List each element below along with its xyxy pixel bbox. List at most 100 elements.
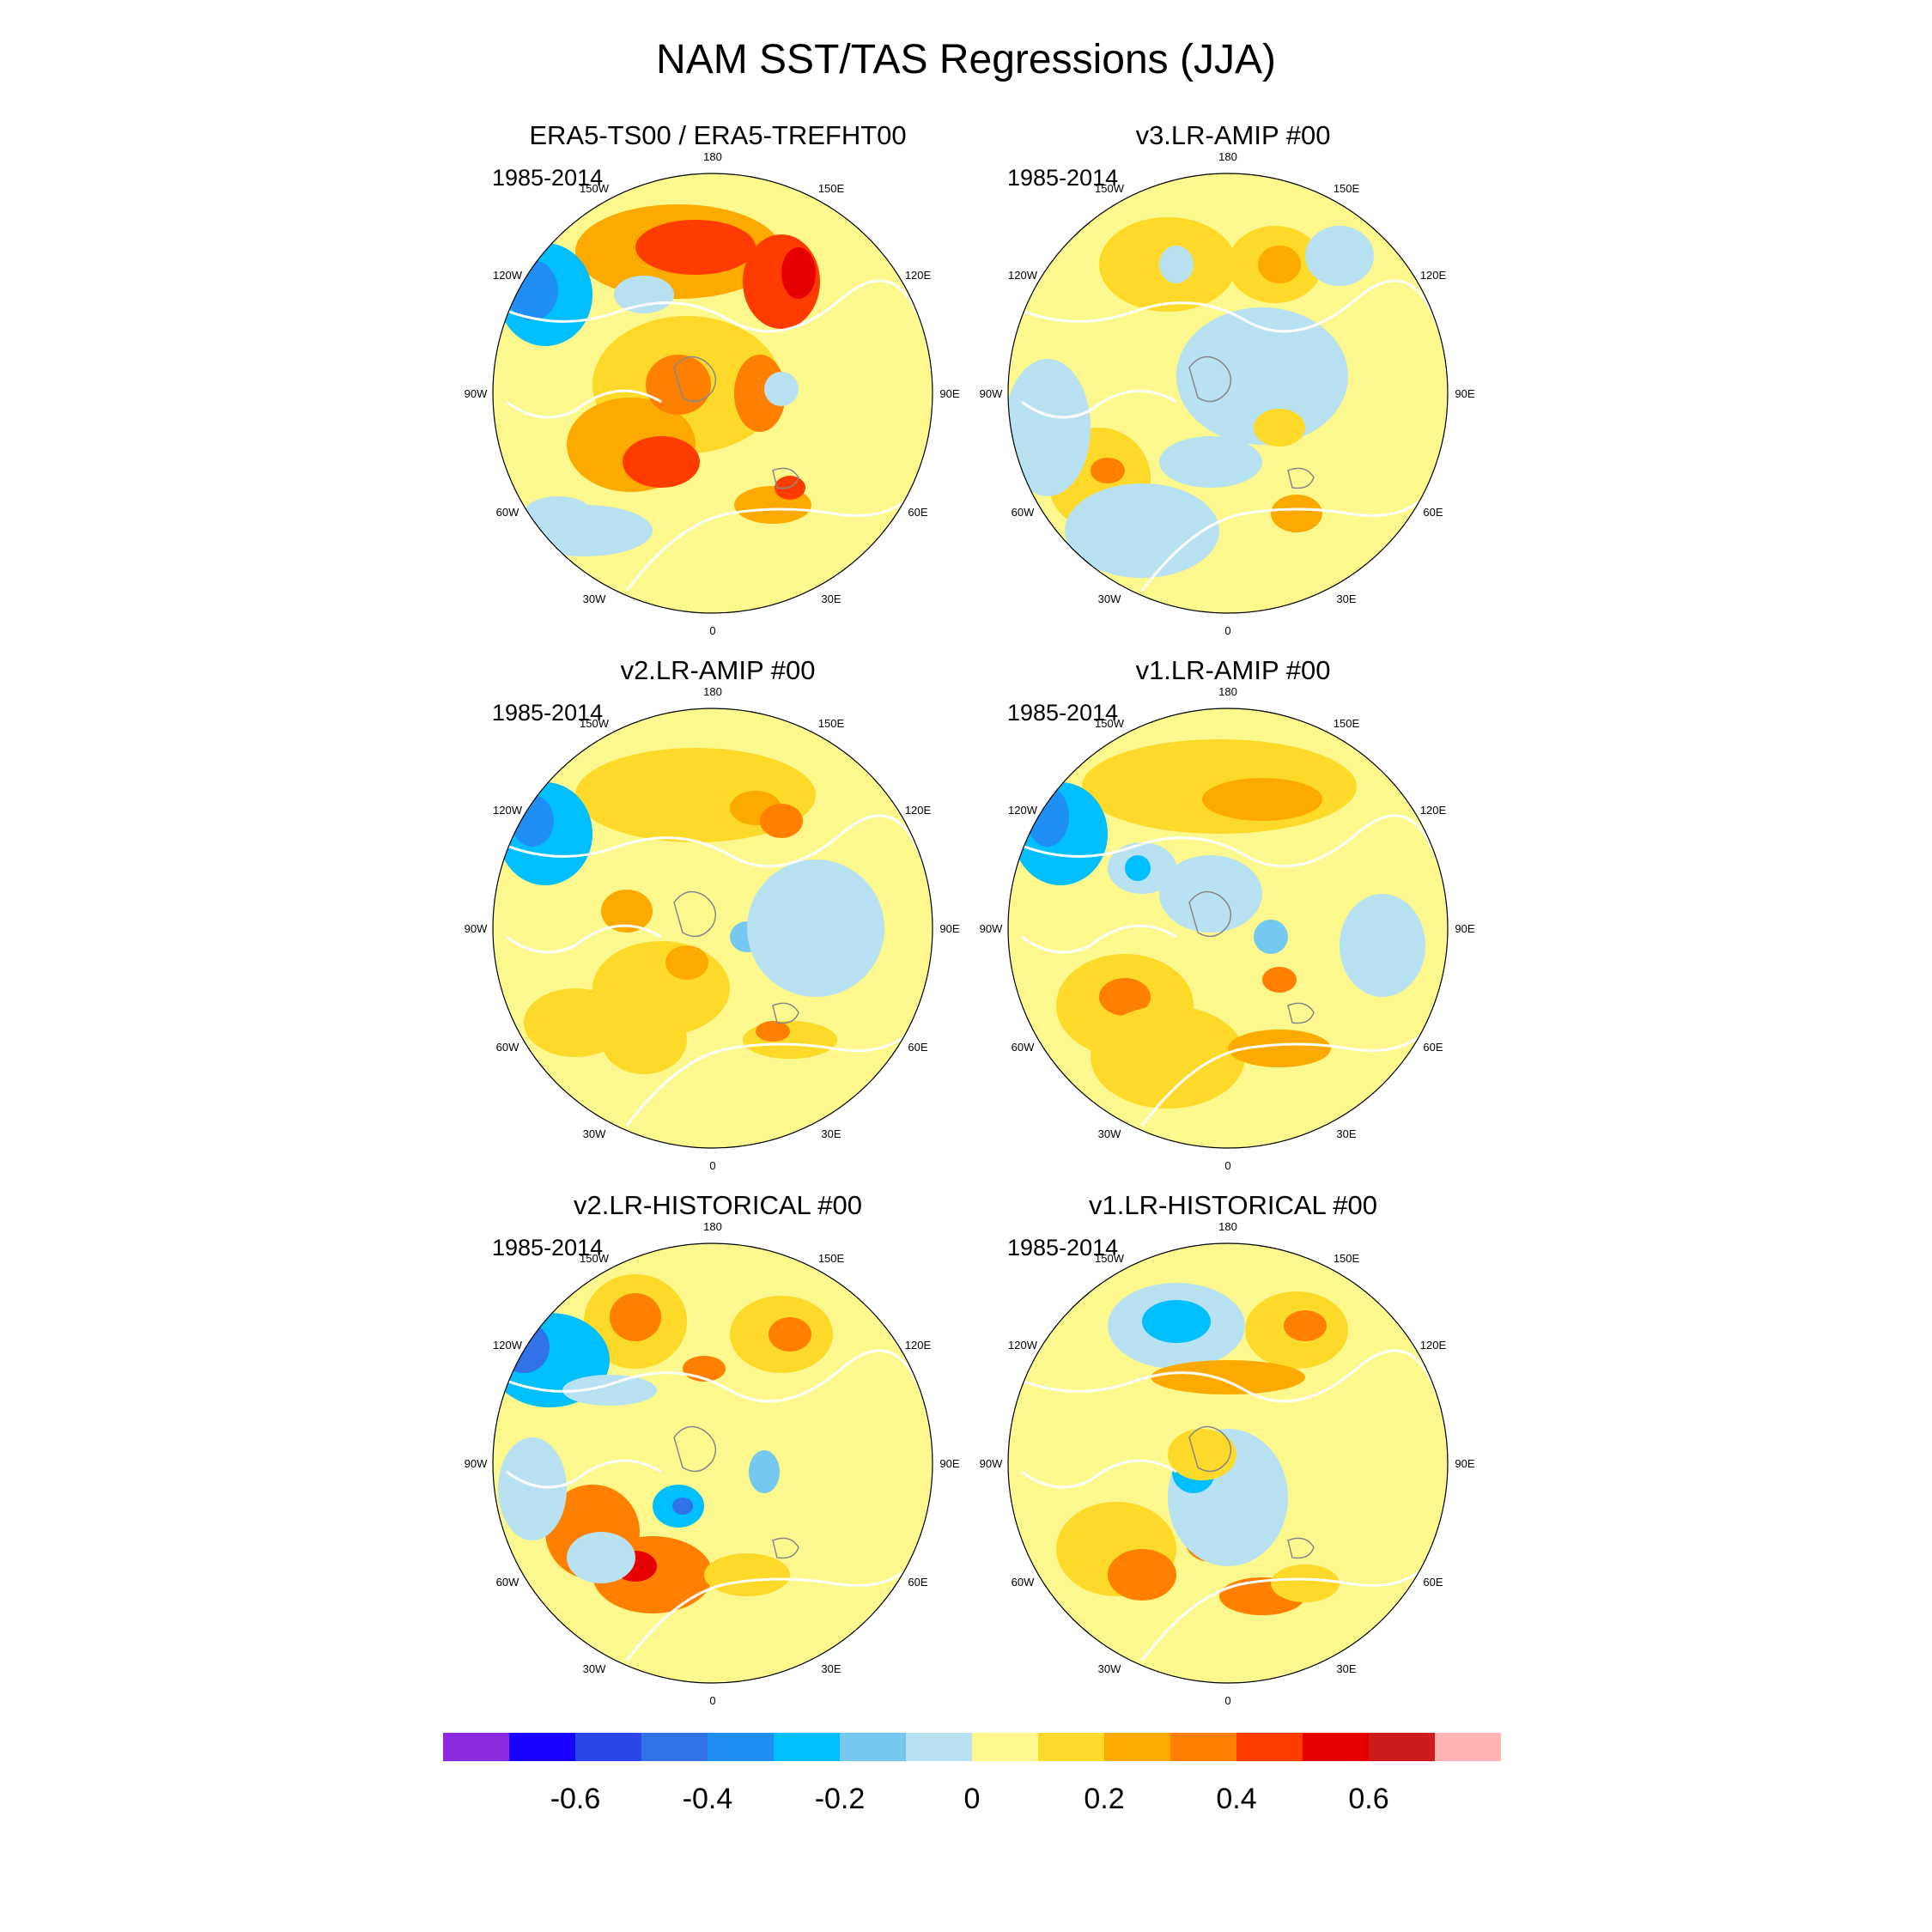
anomaly-region (1202, 778, 1322, 821)
longitude-label: 150W (580, 717, 610, 730)
longitude-label: 150E (818, 717, 845, 730)
anomaly-region (769, 1317, 811, 1352)
longitude-label: 90E (1455, 1457, 1474, 1470)
colorbar-tick-label: -0.4 (683, 1783, 733, 1815)
anomaly-region (1168, 1429, 1236, 1480)
panel-title: v1.LR-HISTORICAL #00 (1089, 1190, 1377, 1220)
panel-period: 1985-2014 (1007, 1235, 1119, 1261)
coastline (625, 1030, 912, 1127)
anomaly-region (756, 1021, 790, 1042)
longitude-label: 120W (1008, 804, 1038, 817)
colorbar-swatch (575, 1733, 641, 1761)
anomaly-region (1176, 307, 1348, 445)
longitude-label: 60E (1423, 1041, 1443, 1054)
anomaly-region (1151, 1360, 1305, 1394)
anomaly-region (704, 1553, 790, 1596)
anomaly-region (1065, 483, 1219, 578)
panel-period: 1985-2014 (492, 1235, 604, 1261)
colorbar-tick-label: 0.2 (1084, 1783, 1124, 1815)
map-panel-0 (493, 173, 933, 613)
longitude-label: 120E (1420, 269, 1447, 282)
longitude-label: 90W (980, 387, 1003, 400)
anomaly-region (747, 860, 884, 997)
anomaly-region (734, 355, 786, 432)
colorbar-swatch (840, 1733, 906, 1761)
coastline (1012, 279, 1444, 343)
colorbar-swatch (1303, 1733, 1369, 1761)
map-panel-1 (1008, 173, 1448, 613)
colorbar-swatch (708, 1733, 774, 1761)
longitude-label: 30W (1098, 1127, 1121, 1140)
longitude-label: 30E (1336, 592, 1356, 605)
anomaly-region (635, 220, 756, 275)
colorbar-swatch (774, 1733, 840, 1761)
anomaly-region (760, 804, 803, 838)
anomaly-region (1108, 1549, 1176, 1601)
longitude-label: 90E (1455, 922, 1474, 935)
longitude-label: 60E (908, 1576, 927, 1589)
longitude-label: 30E (821, 592, 841, 605)
longitude-label: 180 (703, 685, 722, 698)
anomaly-region (1258, 246, 1301, 283)
anomaly-region (1254, 920, 1288, 954)
anomaly-region (1026, 787, 1069, 847)
longitude-label: 120E (905, 1339, 932, 1352)
map-boundary (492, 708, 933, 1149)
longitude-label: 120W (493, 269, 523, 282)
longitude-label: 30E (821, 1127, 841, 1140)
anomaly-region (610, 1293, 661, 1341)
longitude-label: 60W (496, 1576, 519, 1589)
anomaly-region (743, 1021, 837, 1059)
anomaly-region (1262, 967, 1297, 993)
longitude-label: 120W (493, 1339, 523, 1352)
colorbar-swatch (972, 1733, 1038, 1761)
longitude-label: 30W (1098, 592, 1121, 605)
longitude-label: 60W (1012, 1576, 1035, 1589)
anomaly-region (1271, 495, 1322, 532)
longitude-label: 0 (709, 624, 715, 637)
anomaly-region (1254, 409, 1305, 447)
longitude-label: 30W (1098, 1662, 1121, 1675)
land-outline (673, 1425, 799, 1559)
map-panel-3 (1008, 708, 1448, 1148)
anomaly-region (1099, 978, 1151, 1016)
map-boundary (492, 1242, 933, 1684)
anomaly-region (1159, 436, 1262, 488)
coastline (497, 814, 929, 878)
anomaly-region (601, 1005, 687, 1074)
longitude-label: 60W (1012, 1041, 1035, 1054)
land-outline (673, 355, 799, 489)
land-outline (1188, 1425, 1315, 1559)
anomaly-region (524, 496, 592, 531)
longitude-label: 150E (818, 1252, 845, 1265)
anomaly-region (1340, 894, 1425, 997)
anomaly-region (562, 1375, 657, 1406)
longitude-label: 0 (1224, 624, 1230, 637)
coastline (1140, 1030, 1427, 1127)
anomaly-region (1142, 1300, 1211, 1343)
coastline (497, 1349, 929, 1413)
longitude-label: 60E (1423, 1576, 1443, 1589)
anomaly-region (1091, 1005, 1245, 1109)
colorbar-tick-label: -0.2 (815, 1783, 866, 1815)
longitude-label: 60E (1423, 506, 1443, 519)
colorbar-tick-label: 0 (964, 1783, 981, 1815)
anomaly-region (1228, 1030, 1331, 1067)
colorbar-swatch (509, 1733, 575, 1761)
longitude-label: 180 (1218, 150, 1237, 163)
longitude-label: 30W (583, 1662, 606, 1675)
colorbar-swatch (1369, 1733, 1435, 1761)
coastline (1012, 814, 1444, 878)
coastline (1012, 1349, 1444, 1413)
longitude-label: 60W (496, 506, 519, 519)
map-boundary (1007, 173, 1449, 614)
anomaly-region (1125, 855, 1151, 881)
panel-period: 1985-2014 (1007, 165, 1119, 191)
longitude-label: 150E (818, 182, 845, 195)
longitude-label: 150W (580, 182, 610, 195)
map-boundary (492, 173, 933, 614)
colorbar-swatch (641, 1733, 708, 1761)
longitude-label: 30W (583, 1127, 606, 1140)
map-panel-4 (493, 1243, 933, 1683)
